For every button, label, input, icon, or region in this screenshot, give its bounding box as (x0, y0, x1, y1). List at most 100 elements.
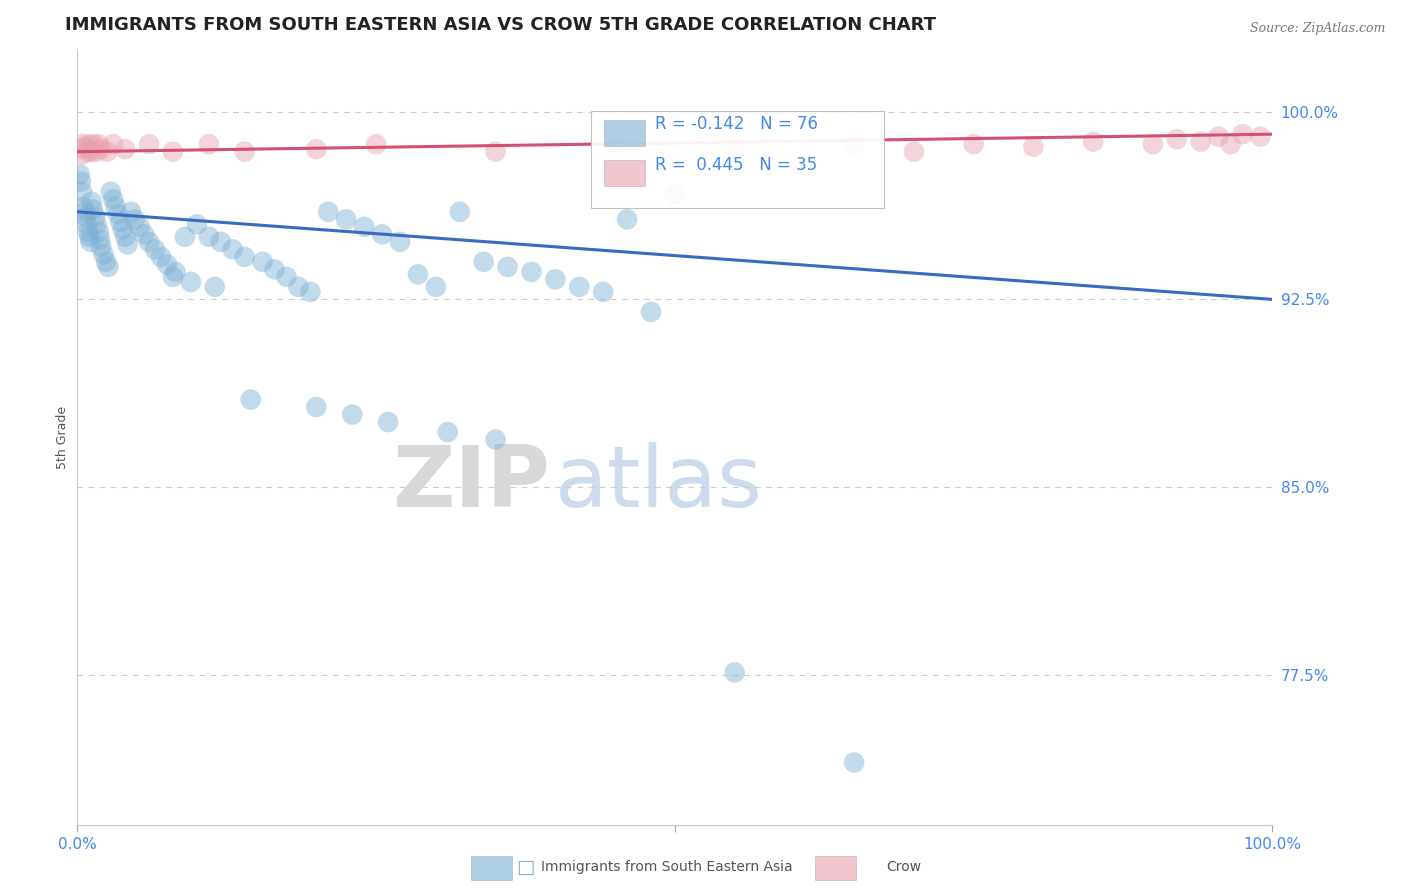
Point (472, 255, 495, 269)
Text: ZIP: ZIP (392, 442, 550, 525)
Point (287, 280, 309, 294)
Point (222, 243, 245, 257)
Point (114, 142, 136, 156)
Point (124, 212, 146, 227)
Point (94, 255, 117, 269)
Point (844, 137, 866, 152)
FancyBboxPatch shape (592, 112, 884, 208)
Point (406, 268, 429, 282)
Point (174, 229, 197, 244)
Point (335, 212, 357, 227)
Point (150, 250, 173, 264)
Point (353, 219, 375, 234)
Y-axis label: 5th Grade: 5th Grade (56, 406, 69, 468)
Point (592, 285, 614, 299)
Point (72, 200, 94, 214)
Point (138, 235, 160, 249)
Point (616, 212, 638, 227)
Point (73, 204, 96, 219)
Point (120, 204, 142, 219)
Point (100, 185, 122, 199)
Point (87, 225, 110, 239)
Point (724, 665, 747, 680)
Point (77, 145, 100, 159)
Point (77, 225, 100, 239)
Point (79, 235, 101, 249)
Point (520, 265, 543, 279)
Point (252, 255, 274, 269)
Point (239, 392, 262, 407)
Point (1250, 129, 1272, 144)
Point (96, 145, 118, 159)
Point (110, 215, 132, 229)
Point (84, 210, 107, 224)
Point (143, 243, 166, 257)
Point (90, 142, 112, 156)
Point (844, 756, 866, 770)
Point (1022, 139, 1045, 153)
Point (197, 229, 219, 244)
Point (86, 145, 108, 159)
Point (204, 280, 226, 294)
Point (69, 167, 91, 181)
Point (156, 257, 179, 271)
Point (1208, 129, 1230, 144)
Point (1083, 135, 1105, 149)
Point (134, 227, 156, 242)
Point (75, 210, 97, 224)
Point (93, 247, 115, 261)
Point (70, 185, 93, 199)
Point (104, 200, 127, 214)
Point (114, 229, 136, 244)
Point (963, 137, 986, 152)
Point (103, 192, 124, 206)
Point (1232, 127, 1254, 141)
Point (605, 137, 627, 152)
Point (233, 250, 256, 264)
Point (83, 137, 105, 152)
Point (640, 305, 662, 319)
Point (263, 262, 285, 277)
Point (79, 137, 101, 152)
Text: atlas: atlas (555, 442, 763, 525)
Point (568, 280, 591, 294)
Text: □: □ (516, 857, 534, 877)
Point (197, 137, 219, 152)
Point (1219, 137, 1241, 152)
Point (80, 145, 103, 159)
Point (342, 408, 364, 422)
Point (75, 139, 97, 153)
Point (449, 204, 471, 219)
Point (437, 425, 460, 439)
Point (377, 415, 399, 429)
Point (180, 275, 202, 289)
Text: Crow: Crow (886, 860, 921, 874)
Point (82, 202, 104, 217)
Point (544, 272, 567, 286)
Point (186, 217, 208, 231)
Point (162, 269, 184, 284)
Point (107, 207, 129, 221)
Text: IMMIGRANTS FROM SOUTH EASTERN ASIA VS CROW 5TH GRADE CORRELATION CHART: IMMIGRANTS FROM SOUTH EASTERN ASIA VS CR… (65, 16, 936, 34)
FancyBboxPatch shape (605, 120, 645, 146)
Point (1189, 135, 1212, 149)
Point (79, 229, 101, 244)
Point (484, 433, 508, 447)
Point (117, 237, 139, 252)
Point (305, 142, 328, 156)
Point (80, 194, 103, 209)
Point (72, 147, 94, 161)
Point (103, 137, 124, 152)
Text: R =  0.445   N = 35: R = 0.445 N = 35 (655, 156, 817, 175)
FancyBboxPatch shape (605, 160, 645, 186)
Point (484, 145, 508, 159)
Point (724, 142, 747, 156)
Point (299, 285, 322, 299)
Point (111, 222, 134, 236)
Point (1166, 132, 1188, 146)
Point (87, 137, 110, 152)
Point (1142, 137, 1164, 152)
Point (366, 137, 388, 152)
Point (664, 187, 686, 202)
Point (70, 137, 93, 152)
